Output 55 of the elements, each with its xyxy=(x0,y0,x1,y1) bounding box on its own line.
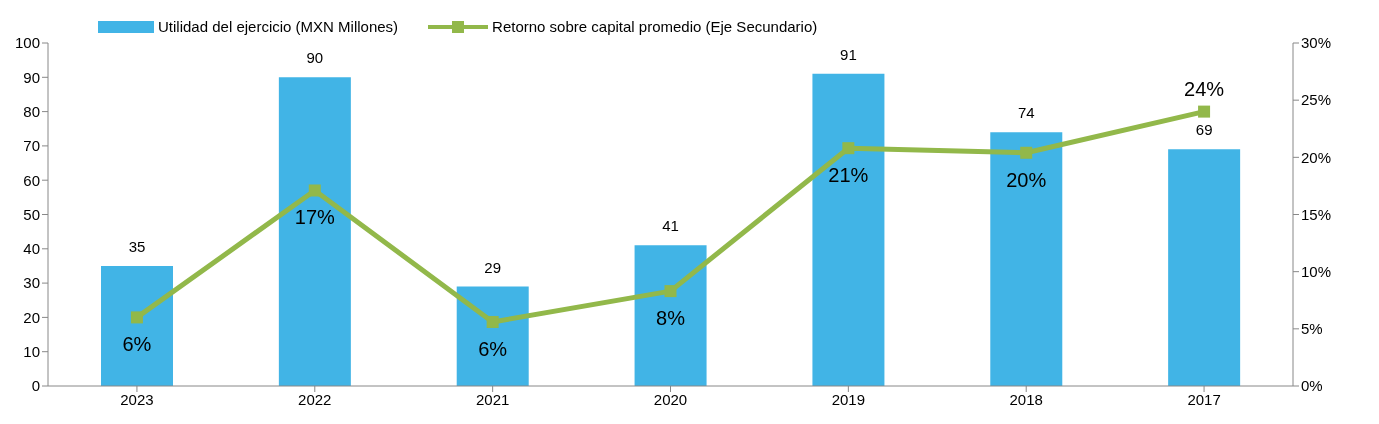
data-label: 41 xyxy=(662,217,679,235)
data-label: 6% xyxy=(122,333,152,356)
y-tick-label: 40 xyxy=(23,240,40,258)
y2-tick-label: 30% xyxy=(1301,34,1332,52)
y2-tick-label: 15% xyxy=(1301,205,1332,223)
point xyxy=(486,315,499,328)
point xyxy=(1198,105,1211,118)
data-label: 20% xyxy=(1006,168,1047,191)
point xyxy=(1020,146,1033,159)
data-label: 29 xyxy=(484,258,502,276)
y-tick-label: 20 xyxy=(23,308,40,326)
y2-tick-label: 0% xyxy=(1301,377,1323,395)
x-tick-label: 2017 xyxy=(1187,390,1221,408)
point xyxy=(308,184,321,197)
data-label: 24% xyxy=(1184,77,1225,100)
x-tick-label: 2019 xyxy=(831,390,866,408)
y-tick-label: 50 xyxy=(23,205,40,223)
bar xyxy=(812,73,885,386)
x-tick-label: 2018 xyxy=(1009,390,1043,408)
data-label: 35 xyxy=(128,237,146,255)
point xyxy=(842,142,855,155)
y-tick-label: 70 xyxy=(23,137,40,155)
bar xyxy=(101,265,173,386)
bar xyxy=(1168,149,1241,386)
y-tick-label: 80 xyxy=(23,102,40,120)
data-label: 6% xyxy=(478,337,508,360)
data-label: 8% xyxy=(656,307,686,330)
data-label: 90 xyxy=(306,49,324,67)
x-tick-label: 2021 xyxy=(475,390,510,408)
bar xyxy=(634,245,707,386)
data-label: 21% xyxy=(828,164,869,187)
y2-tick-label: 25% xyxy=(1301,91,1332,109)
data-label: 74 xyxy=(1017,104,1035,122)
y2-tick-label: 20% xyxy=(1301,148,1332,166)
x-tick-label: 2020 xyxy=(653,390,688,408)
y-tick-label: 0 xyxy=(31,377,40,395)
x-tick-label: 2023 xyxy=(120,390,154,408)
legend-label: Utilidad del ejercicio (MXN Millones) xyxy=(158,18,399,35)
bar xyxy=(456,286,529,386)
y-tick-label: 30 xyxy=(23,274,40,292)
x-tick-label: 2022 xyxy=(298,390,332,408)
y2-tick-label: 5% xyxy=(1301,320,1323,338)
bar xyxy=(278,77,351,386)
y-tick-label: 100 xyxy=(14,34,40,52)
point xyxy=(130,311,143,324)
data-label: 17% xyxy=(294,206,336,229)
y-tick-label: 60 xyxy=(23,171,40,189)
bar xyxy=(990,132,1063,386)
legend-label: Retorno sobre capital promedio (Eje Secundario) xyxy=(492,18,818,35)
y2-tick-label: 10% xyxy=(1301,262,1332,280)
y-tick-label: 90 xyxy=(23,68,40,86)
point xyxy=(664,285,677,298)
data-label: 69 xyxy=(1195,121,1213,139)
data-label: 91 xyxy=(840,45,857,63)
y-tick-label: 10 xyxy=(23,343,40,361)
